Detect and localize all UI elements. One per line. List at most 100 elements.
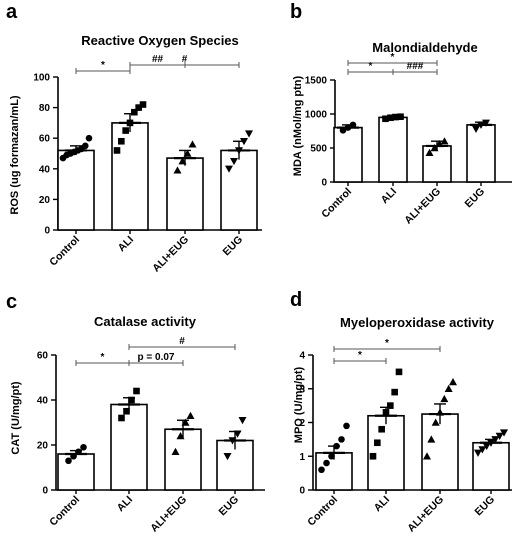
data-point: [223, 453, 232, 461]
x-tick-label: ALI+EUG: [405, 494, 446, 535]
data-point: [240, 138, 248, 146]
panel-letter: a: [6, 1, 18, 23]
data-point: [228, 437, 237, 445]
data-point: [81, 142, 89, 150]
data-point: [397, 113, 404, 121]
y-axis-label: ROS (ug formazan/mL): [9, 95, 21, 215]
data-point: [183, 149, 192, 157]
data-point: [118, 137, 125, 145]
data-point: [85, 134, 93, 142]
y-axis-label: MPO (U/mg/pt): [293, 366, 305, 443]
data-point: [338, 436, 345, 443]
data-point: [133, 387, 140, 395]
bar: [421, 413, 459, 491]
y-tick-label: 80: [39, 103, 51, 114]
y-tick-label: 1500: [305, 76, 328, 87]
data-point: [435, 139, 444, 148]
y-tick-label: 40: [37, 396, 49, 407]
data-point: [482, 442, 491, 451]
y-tick-label: 60: [37, 351, 49, 362]
bar: [466, 124, 496, 183]
y-tick-label: 40: [39, 164, 51, 175]
x-tick-label: ALI+EUG: [150, 234, 191, 275]
data-point: [349, 121, 357, 129]
panel-title: Catalase activity: [94, 314, 197, 329]
significance-label: p = 0.07: [138, 352, 175, 363]
plot-area: 0 20 40 60 Control ALI ALI+EUG EUG * p = 0.07 #: [37, 336, 265, 535]
data-point: [225, 165, 233, 173]
data-point: [427, 435, 436, 443]
panel-letter: d: [290, 289, 302, 311]
data-point: [344, 124, 352, 131]
data-point: [423, 452, 431, 460]
y-tick-label: 3: [299, 384, 305, 395]
data-point: [382, 115, 389, 123]
significance-label: *: [358, 350, 362, 361]
data-point: [188, 140, 197, 148]
data-point: [238, 417, 247, 425]
data-point: [128, 396, 135, 404]
data-point: [431, 418, 440, 426]
data-point: [186, 411, 195, 419]
bar: [57, 453, 95, 491]
y-tick-label: 20: [39, 195, 51, 206]
data-point: [235, 147, 243, 155]
x-tick-label: ALI: [379, 186, 400, 207]
panel-title: Malondialdehyde: [372, 40, 477, 55]
x-tick-label: ALI: [116, 234, 137, 255]
data-point: [474, 449, 482, 457]
data-point: [391, 388, 398, 396]
data-point: [395, 368, 403, 376]
data-point: [70, 452, 77, 460]
y-axis-label: MDA (nMol/mg ptn): [292, 75, 304, 176]
data-point: [387, 402, 394, 409]
data-point: [123, 407, 130, 415]
significance-label: #: [179, 336, 185, 347]
bar: [110, 403, 148, 491]
data-point: [126, 119, 134, 127]
data-point: [495, 432, 504, 440]
data-point: [139, 101, 147, 108]
x-tick-label: ALI: [372, 494, 393, 515]
data-point: [181, 418, 190, 426]
data-point: [449, 378, 457, 386]
data-point: [440, 394, 449, 403]
x-tick-label: EUG: [221, 234, 246, 259]
data-point: [176, 432, 185, 440]
x-tick-label: ALI+EUG: [148, 494, 189, 535]
x-tick-label: EUG: [473, 494, 498, 519]
y-tick-label: 1000: [305, 110, 328, 121]
data-point: [436, 408, 444, 416]
panel-title: Reactive Oxygen Species: [81, 33, 239, 48]
data-point: [478, 446, 487, 454]
data-point: [378, 425, 385, 433]
bar: [111, 122, 149, 231]
bar: [422, 145, 452, 183]
significance-label: *: [391, 52, 395, 63]
data-point: [131, 108, 138, 116]
data-point: [118, 414, 125, 422]
data-point: [113, 147, 121, 154]
y-tick-label: 4: [299, 351, 305, 362]
x-tick-label: Control: [305, 494, 340, 529]
significance-label: #: [182, 54, 188, 65]
data-point: [430, 144, 439, 152]
significance-label: ##: [152, 54, 164, 65]
data-point: [333, 442, 340, 450]
y-tick-label: 0: [321, 178, 327, 189]
data-point: [472, 125, 480, 133]
y-tick-label: 0: [299, 486, 305, 497]
significance-label: *: [101, 60, 105, 71]
y-tick-label: 0: [42, 486, 48, 497]
y-tick-label: 100: [33, 73, 50, 84]
y-tick-label: 2: [299, 418, 305, 429]
data-point: [382, 409, 390, 416]
y-tick-label: 1: [299, 452, 305, 463]
data-point: [440, 137, 449, 145]
panel-c: c Catalase activity CAT (U/mg/pt) 0 20 40 6…: [6, 291, 265, 535]
data-point: [482, 119, 490, 127]
significance-label: *: [385, 338, 389, 349]
y-tick-label: 60: [39, 134, 51, 145]
